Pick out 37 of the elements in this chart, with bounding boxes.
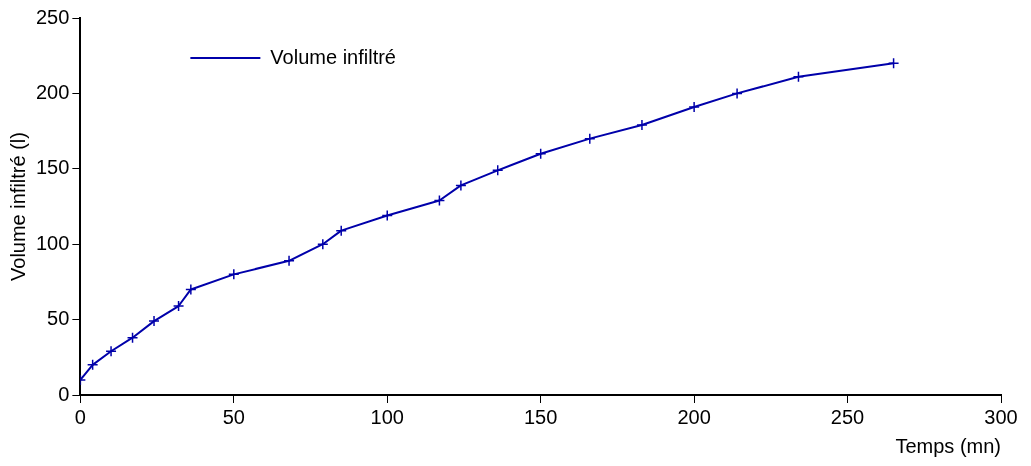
point — [228, 268, 240, 281]
point — [887, 57, 900, 69]
point — [86, 359, 99, 371]
y-tick-label: 150 — [35, 156, 70, 179]
legend-label: Volume infiltré — [270, 45, 396, 68]
point — [185, 283, 197, 296]
point — [148, 315, 160, 327]
y-tick-label: 200 — [35, 80, 70, 103]
x-tick-label: 250 — [830, 405, 865, 428]
point — [688, 101, 700, 113]
y-tick-label: 50 — [47, 307, 70, 330]
point — [172, 300, 185, 312]
point — [317, 238, 329, 250]
point — [534, 147, 547, 160]
x-tick-label: 150 — [524, 405, 558, 428]
x-tick-label: 50 — [222, 405, 245, 428]
x-tick-label: 200 — [677, 405, 711, 428]
point — [491, 164, 504, 177]
point — [335, 224, 347, 237]
x-tick-label: 300 — [984, 405, 1018, 428]
y-tick-label: 100 — [35, 231, 70, 254]
point — [584, 132, 596, 145]
point — [731, 87, 743, 100]
x-tick-label: 0 — [74, 405, 86, 428]
point — [126, 331, 139, 344]
point — [792, 71, 805, 83]
point — [433, 194, 446, 207]
x-axis-title: Temps (mn) — [895, 434, 1001, 457]
x-tick-label: 100 — [370, 405, 404, 428]
point — [381, 209, 393, 222]
y-tick-label: 250 — [35, 5, 70, 28]
point — [455, 179, 467, 192]
y-axis-title: Volume infiltré (l) — [6, 132, 29, 281]
point — [283, 255, 295, 267]
y-tick-label: 0 — [58, 382, 70, 405]
point — [636, 119, 648, 131]
point — [105, 345, 117, 358]
